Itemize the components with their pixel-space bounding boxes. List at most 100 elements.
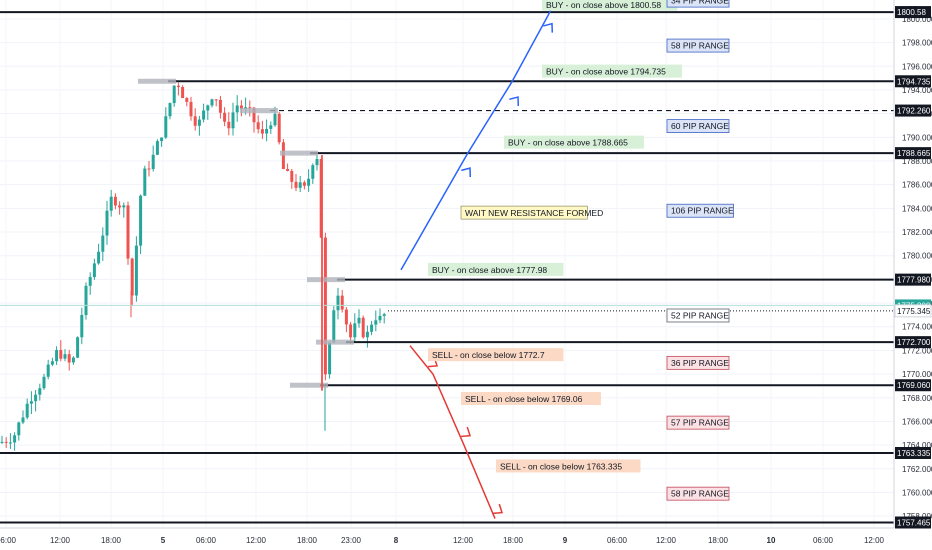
level-price-tag xyxy=(895,447,931,460)
candle-body xyxy=(227,121,231,129)
level-price-tag xyxy=(895,516,931,529)
candle-body xyxy=(370,324,374,332)
candle-body xyxy=(118,205,122,208)
sell-projection-line xyxy=(409,345,496,519)
wait-annotation-text: WAIT NEW RESISTANCE FORMED xyxy=(465,208,603,218)
candle-body xyxy=(206,105,210,111)
time-tick-label: 12:00 xyxy=(864,536,885,545)
candle-body xyxy=(172,85,176,104)
sell-annotation-box xyxy=(496,459,641,473)
time-tick-label: 06:00 xyxy=(813,536,834,545)
candle-body xyxy=(252,107,256,123)
candle-body xyxy=(176,85,180,88)
pip-range-text: 58 PIP RANGE xyxy=(671,41,729,51)
up-arrowhead xyxy=(509,96,520,107)
candle-body xyxy=(365,331,369,338)
level-price-tag-text: 1769.060 xyxy=(897,381,931,390)
time-tick-label: 12:00 xyxy=(246,536,267,545)
candle-body xyxy=(92,263,96,278)
candle-body xyxy=(189,101,193,117)
candle-body xyxy=(105,210,109,236)
candle-body xyxy=(59,350,63,359)
candle-body xyxy=(164,116,168,138)
pip-range-box xyxy=(666,486,730,501)
candle-body xyxy=(294,181,298,188)
projection-arrows xyxy=(400,0,556,519)
price-tick-label: 1766.000 xyxy=(902,417,932,426)
pip-range-text: 34 PIP RANGE xyxy=(671,0,729,6)
buy-annotation-text: BUY - on close above 1788.665 xyxy=(508,138,628,148)
candle-body xyxy=(323,237,327,375)
trade-annotations: BUY - on close above 1800.58 BUY - on clo… xyxy=(428,0,682,473)
candle-body xyxy=(273,113,277,126)
price-tick-label: 1762.000 xyxy=(902,465,932,474)
candle-body xyxy=(382,314,386,316)
candle-body xyxy=(155,141,159,155)
time-tick-label: 06:00 xyxy=(0,536,17,545)
candle-body xyxy=(55,350,59,362)
candle-body xyxy=(281,142,285,169)
level-price-tag-text: 1794.735 xyxy=(897,77,931,86)
candle-body xyxy=(126,205,130,259)
price-tag-text: 1775.345 xyxy=(897,307,931,316)
price-axis[interactable]: USD 1758.0001760.0001762.0001764.0001766… xyxy=(893,0,932,529)
candle-body xyxy=(80,314,84,338)
price-tick-label: 1772.000 xyxy=(902,346,932,355)
candle-body xyxy=(71,357,75,363)
buy-annotation-box xyxy=(542,0,678,11)
candle-body xyxy=(84,285,88,315)
level-price-tag-text: 1800.58 xyxy=(897,8,926,17)
candle-body xyxy=(332,310,336,343)
candle-body xyxy=(101,235,105,252)
candle-body xyxy=(374,320,378,325)
candle-body xyxy=(17,422,21,436)
candle-body xyxy=(38,388,42,395)
time-tick-label: 12:00 xyxy=(656,536,677,545)
candle-body xyxy=(328,342,332,375)
time-tick-label: 18:00 xyxy=(101,536,122,545)
candle-body xyxy=(46,364,50,377)
pip-range-box xyxy=(666,308,730,323)
price-levels xyxy=(0,11,894,524)
buy-annotation-text: BUY - on close above 1777.98 xyxy=(432,265,547,275)
candle-body xyxy=(29,401,33,404)
level-price-tag-text: 1763.335 xyxy=(897,449,931,458)
pip-range-text: 60 PIP RANGE xyxy=(671,121,729,131)
time-axis[interactable]: 06:00 12:00 18:00 5 06:00 12:00 18:00 23:00 8 12:… xyxy=(0,527,894,545)
candle-body xyxy=(260,129,264,134)
candle-body xyxy=(160,137,164,142)
time-tick-label: 18:00 xyxy=(708,536,729,545)
candle-body xyxy=(336,295,340,311)
pip-range-text: 106 PIP RANGE xyxy=(671,206,734,216)
candle-body xyxy=(8,442,12,444)
candle-body xyxy=(202,110,206,120)
candle-body xyxy=(21,417,25,423)
time-tick-label: 18:00 xyxy=(297,536,318,545)
buy-annotation-box xyxy=(428,262,564,276)
candle-body xyxy=(286,168,290,171)
candle-body xyxy=(244,107,248,109)
candle-body xyxy=(235,105,239,113)
price-tick-label: 1782.000 xyxy=(902,228,932,237)
candle-body xyxy=(63,354,67,359)
pip-range-text: 58 PIP RANGE xyxy=(671,489,729,499)
price-tick-label: 1768.000 xyxy=(902,394,932,403)
up-arrowhead xyxy=(461,167,472,178)
level-origin-bar xyxy=(240,108,278,114)
time-tick-label: 9 xyxy=(563,536,568,545)
candle-body xyxy=(298,182,302,188)
level-price-tag xyxy=(895,379,931,392)
candle-body xyxy=(109,196,113,211)
candle-body xyxy=(378,315,382,321)
level-price-tag xyxy=(895,273,931,286)
candle-body xyxy=(130,258,134,296)
candle-body xyxy=(50,361,54,365)
candle-body xyxy=(88,277,92,286)
candle-body xyxy=(248,107,252,109)
price-tick-label: 1770.000 xyxy=(902,370,932,379)
time-tick-label: 23:00 xyxy=(341,536,362,545)
buy-annotation-text: BUY - on close above 1794.735 xyxy=(546,67,666,77)
level-price-tag xyxy=(895,104,931,117)
level-origin-bar xyxy=(138,78,176,84)
